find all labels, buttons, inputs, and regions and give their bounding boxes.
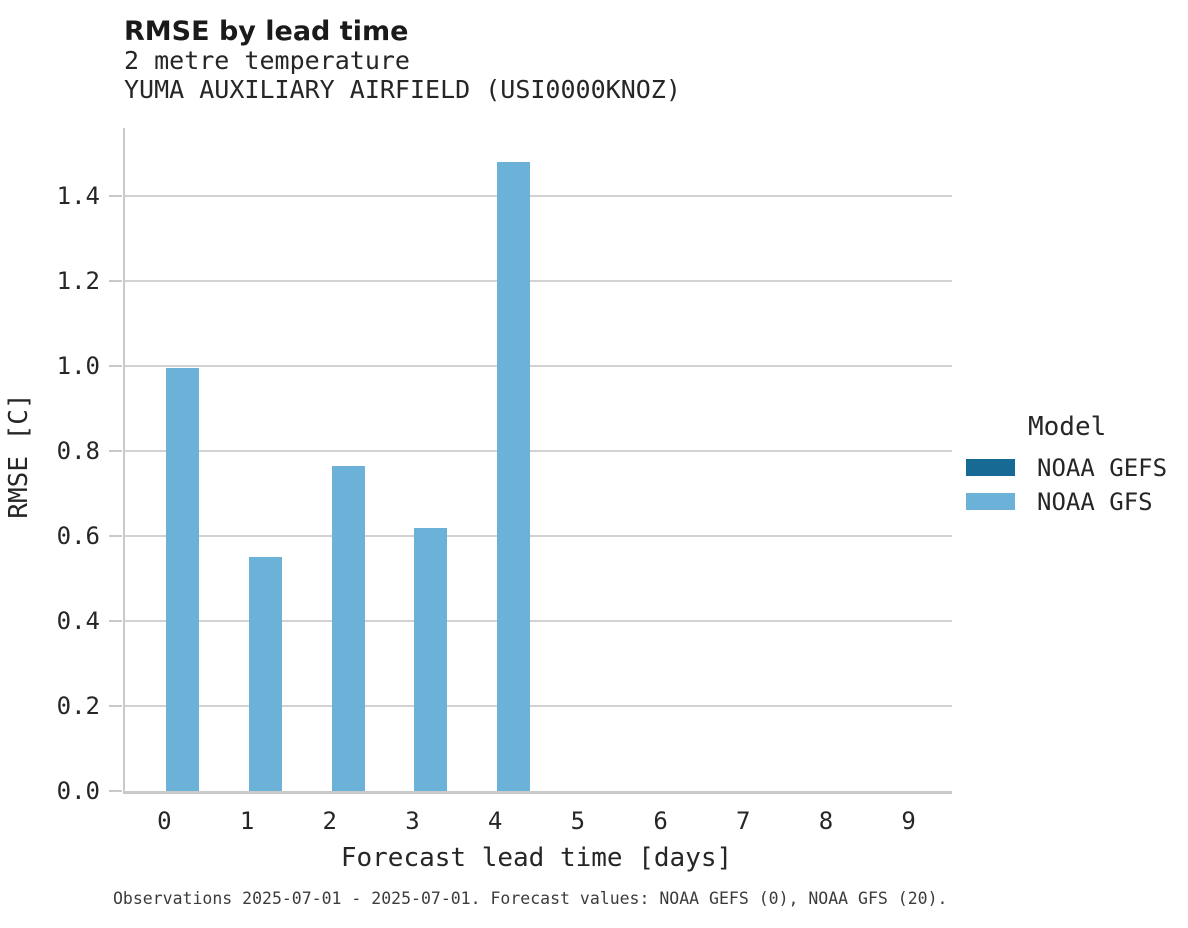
y-tick-mark-0.8	[109, 450, 122, 452]
legend-swatch-gfs	[966, 493, 1015, 510]
gridline-0.4	[125, 620, 952, 622]
x-tick-1: 1	[239, 807, 255, 835]
x-tick-8: 8	[818, 807, 834, 835]
y-tick-mark-1.2	[109, 280, 122, 282]
legend-label: NOAA GFS	[1037, 488, 1153, 516]
y-tick-0.6: 0.6	[56, 522, 100, 550]
y-tick-0.8: 0.8	[56, 437, 100, 465]
plot-area	[123, 128, 952, 794]
y-tick-0.4: 0.4	[56, 607, 100, 635]
legend-items: NOAA GEFS NOAA GFS	[966, 451, 1186, 519]
chart-subtitle-variable: 2 metre temperature	[124, 46, 410, 75]
legend-item-noaa-gefs: NOAA GEFS	[966, 451, 1186, 485]
y-tick-0.0: 0.0	[56, 777, 100, 805]
y-tick-1.2: 1.2	[56, 267, 100, 295]
x-tick-4: 4	[487, 807, 503, 835]
bar-noaa-gfs-day-2	[331, 465, 365, 791]
chart-subtitle-station: YUMA AUXILIARY AIRFIELD (USI0000KNOZ)	[124, 75, 681, 104]
y-tick-mark-0.6	[109, 535, 122, 537]
y-tick-0.2: 0.2	[56, 692, 100, 720]
gridline-1.0	[125, 365, 952, 367]
x-tick-0: 0	[157, 807, 172, 835]
x-tick-3: 3	[405, 807, 420, 835]
legend-label: NOAA GEFS	[1037, 454, 1168, 482]
x-axis-label: Forecast lead time [days]	[340, 843, 733, 873]
x-tick-2: 2	[322, 807, 337, 835]
gridline-0.6	[125, 535, 952, 537]
legend-title: Model	[1028, 412, 1107, 442]
y-tick-1.0: 1.0	[56, 352, 100, 380]
y-tick-mark-1.0	[109, 365, 122, 367]
legend-item-noaa-gfs: NOAA GFS	[966, 485, 1186, 519]
legend: Model NOAA GEFS NOAA GFS	[966, 412, 1186, 519]
x-tick-7: 7	[736, 807, 751, 835]
bar-noaa-gfs-day-1	[249, 557, 283, 791]
legend-swatch-gefs	[966, 459, 1015, 476]
y-tick-mark-0.2	[109, 705, 122, 707]
bar-noaa-gfs-day-3	[414, 527, 448, 791]
bar-noaa-gfs-day-0	[166, 368, 200, 791]
gridline-1.2	[125, 280, 952, 282]
gridline-0.2	[125, 705, 952, 707]
bar-noaa-gfs-day-4	[497, 162, 531, 791]
x-tick-5: 5	[570, 807, 586, 835]
gridline-1.4	[125, 195, 952, 197]
x-tick-9: 9	[901, 807, 916, 835]
x-tick-6: 6	[653, 807, 668, 835]
gridline-0.8	[125, 450, 952, 452]
y-tick-mark-0.0	[109, 790, 122, 792]
chart-title: RMSE by lead time	[124, 16, 409, 47]
caption: Observations 2025-07-01 - 2025-07-01. Fo…	[113, 889, 948, 908]
y-tick-1.4: 1.4	[56, 182, 100, 210]
y-tick-mark-1.4	[109, 195, 122, 197]
y-tick-mark-0.4	[109, 620, 122, 622]
